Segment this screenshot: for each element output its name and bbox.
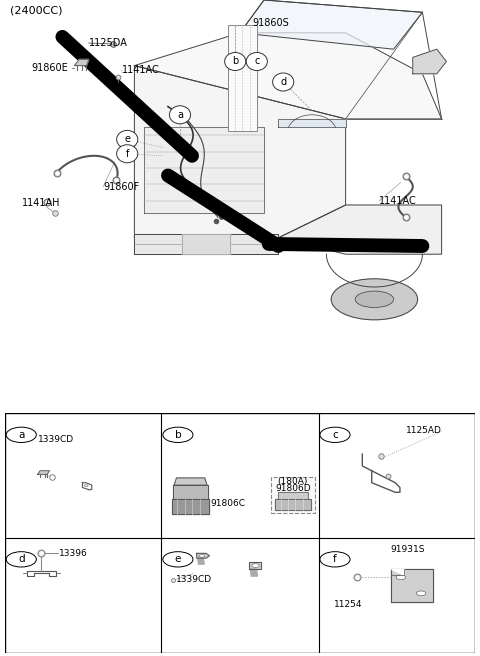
Text: b: b [175,430,181,440]
Text: c: c [254,56,260,66]
Text: 1141AC: 1141AC [379,196,417,206]
Polygon shape [413,49,446,73]
Text: c: c [332,430,338,440]
Text: 1125DA: 1125DA [89,38,128,48]
Text: f: f [125,149,129,159]
Text: e: e [175,554,181,564]
Text: 11254: 11254 [334,600,362,609]
Circle shape [169,106,191,124]
Polygon shape [173,485,208,499]
Circle shape [163,427,193,443]
Text: 1125AD: 1125AD [407,426,442,434]
Polygon shape [250,562,261,569]
Text: (2400CC): (2400CC) [10,5,62,15]
Text: d: d [280,77,286,87]
Text: e: e [124,134,130,144]
Circle shape [163,552,193,567]
Text: 91860E: 91860E [31,63,68,73]
Text: 91806D: 91806D [275,483,311,493]
Circle shape [117,145,138,163]
Polygon shape [144,127,264,213]
Text: b: b [232,56,239,66]
Polygon shape [38,471,49,474]
Text: (180A): (180A) [278,477,308,486]
Polygon shape [278,205,442,254]
Text: 1339CD: 1339CD [38,435,74,444]
Polygon shape [174,478,207,485]
Text: 13396: 13396 [59,549,88,558]
Text: a: a [18,430,24,440]
Text: 91860F: 91860F [103,182,140,192]
Circle shape [416,591,426,596]
Circle shape [6,427,36,443]
Text: f: f [333,554,337,564]
Polygon shape [134,66,346,238]
Polygon shape [391,569,404,575]
Bar [271,477,315,512]
Text: 91860S: 91860S [252,18,289,28]
Circle shape [6,552,36,567]
Polygon shape [134,33,442,119]
Circle shape [320,427,350,443]
Ellipse shape [331,279,418,320]
Ellipse shape [355,291,394,308]
Polygon shape [277,492,308,499]
Text: a: a [177,110,183,120]
Text: d: d [18,554,24,564]
Polygon shape [251,569,257,576]
Circle shape [199,554,204,557]
Circle shape [396,575,406,580]
Text: 1339CD: 1339CD [176,575,212,584]
Text: 91806C: 91806C [210,499,245,508]
Text: 1141AC: 1141AC [122,65,160,75]
Bar [228,24,257,131]
Polygon shape [275,499,311,510]
Polygon shape [240,0,422,49]
Circle shape [84,485,88,487]
Circle shape [225,52,246,70]
Polygon shape [278,119,346,127]
Circle shape [273,73,294,91]
Polygon shape [197,554,209,558]
Polygon shape [182,234,230,254]
Polygon shape [391,569,433,602]
Circle shape [117,131,138,148]
Polygon shape [172,499,209,514]
Text: 1141AH: 1141AH [22,198,60,208]
Polygon shape [74,60,89,66]
Polygon shape [134,234,278,254]
Circle shape [320,552,350,567]
Polygon shape [198,558,204,564]
Text: 91931S: 91931S [391,545,425,554]
Circle shape [252,564,259,567]
Circle shape [246,52,267,70]
